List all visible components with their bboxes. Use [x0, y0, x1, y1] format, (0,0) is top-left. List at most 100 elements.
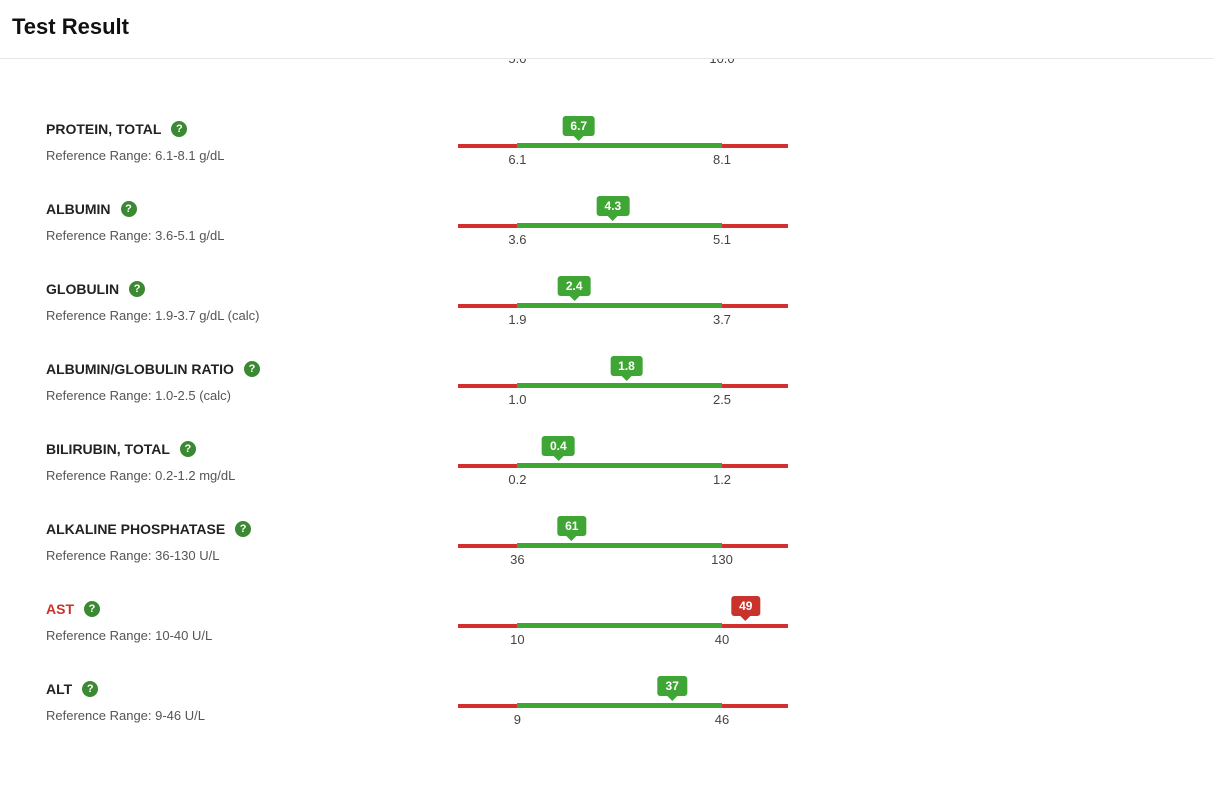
test-row: ALBUMIN/GLOBULIN RATIO ? Reference Range… — [46, 323, 1213, 403]
reference-range: Reference Range: 1.9-3.7 g/dL (calc) — [46, 308, 458, 323]
reference-range: Reference Range: 9-46 U/L — [46, 708, 458, 723]
results-list: 5.0 10.0 PROTEIN, TOTAL ? Reference Rang… — [0, 59, 1213, 723]
test-name: GLOBULIN ? — [46, 281, 145, 297]
test-name-text: ALKALINE PHOSPHATASE — [46, 521, 225, 537]
page-header: Test Result — [0, 0, 1213, 59]
test-name: ALKALINE PHOSPHATASE ? — [46, 521, 251, 537]
test-row: AST ? Reference Range: 10-40 U/L 49 10 4… — [46, 563, 1213, 643]
gauge-track: 2.4 1.9 3.7 — [458, 304, 788, 308]
value-bubble: 0.4 — [542, 436, 575, 456]
gauge-track: 49 10 40 — [458, 624, 788, 628]
help-icon[interactable]: ? — [129, 281, 145, 297]
help-icon[interactable]: ? — [82, 681, 98, 697]
test-label-col: ALKALINE PHOSPHATASE ? Reference Range: … — [46, 515, 458, 563]
test-name: ALBUMIN/GLOBULIN RATIO ? — [46, 361, 260, 377]
tick-high: 46 — [715, 712, 729, 727]
gauge-track: 0.4 0.2 1.2 — [458, 464, 788, 468]
gauge-marker: 1.8 — [610, 356, 643, 376]
reference-range: Reference Range: 3.6-5.1 g/dL — [46, 228, 458, 243]
tick-low: 6.1 — [508, 152, 526, 167]
test-row: ALKALINE PHOSPHATASE ? Reference Range: … — [46, 483, 1213, 563]
gauge: 4.3 3.6 5.1 — [458, 195, 798, 228]
gauge: 37 9 46 — [458, 675, 798, 708]
gauge-normal-zone — [517, 143, 722, 148]
tick-low: 1.0 — [508, 392, 526, 407]
test-label-col: BILIRUBIN, TOTAL ? Reference Range: 0.2-… — [46, 435, 458, 483]
gauge-marker: 6.7 — [562, 116, 595, 136]
gauge-track: 61 36 130 — [458, 544, 788, 548]
tick-high: 1.2 — [713, 472, 731, 487]
test-name: ALBUMIN ? — [46, 201, 137, 217]
test-name-text: ALBUMIN/GLOBULIN RATIO — [46, 361, 234, 377]
gauge-normal-zone — [517, 383, 722, 388]
tick-low: 9 — [514, 712, 521, 727]
page-title: Test Result — [12, 14, 1201, 40]
tick-low: 3.6 — [508, 232, 526, 247]
value-bubble: 1.8 — [610, 356, 643, 376]
help-icon[interactable]: ? — [171, 121, 187, 137]
gauge-marker: 2.4 — [558, 276, 591, 296]
tick-high: 5.1 — [713, 232, 731, 247]
tick-low: 36 — [510, 552, 524, 567]
test-label-col: AST ? Reference Range: 10-40 U/L — [46, 595, 458, 643]
gauge-normal-zone — [517, 703, 722, 708]
test-name-text: BILIRUBIN, TOTAL — [46, 441, 170, 457]
help-icon[interactable]: ? — [180, 441, 196, 457]
test-row: GLOBULIN ? Reference Range: 1.9-3.7 g/dL… — [46, 243, 1213, 323]
test-name-text: ALBUMIN — [46, 201, 111, 217]
tick-low: 0.2 — [508, 472, 526, 487]
value-bubble: 61 — [557, 516, 586, 536]
tick-low: 10 — [510, 632, 524, 647]
test-row: ALBUMIN ? Reference Range: 3.6-5.1 g/dL … — [46, 163, 1213, 243]
gauge: 0.4 0.2 1.2 — [458, 435, 798, 468]
gauge: 6.7 6.1 8.1 — [458, 115, 798, 148]
gauge-marker: 37 — [658, 676, 687, 696]
tick-high: 10.0 — [709, 59, 734, 66]
gauge-marker: 0.4 — [542, 436, 575, 456]
tick-high: 8.1 — [713, 152, 731, 167]
help-icon[interactable]: ? — [84, 601, 100, 617]
value-bubble: 4.3 — [597, 196, 630, 216]
reference-range: Reference Range: 1.0-2.5 (calc) — [46, 388, 458, 403]
gauge-marker: 61 — [557, 516, 586, 536]
test-name: AST ? — [46, 601, 100, 617]
gauge-normal-zone — [517, 623, 722, 628]
tick-low: 5.0 — [508, 59, 526, 66]
test-name: ALT ? — [46, 681, 98, 697]
tick-high: 2.5 — [713, 392, 731, 407]
gauge-track: 6.7 6.1 8.1 — [458, 144, 788, 148]
test-label-col: ALT ? Reference Range: 9-46 U/L — [46, 675, 458, 723]
gauge: 61 36 130 — [458, 515, 798, 548]
test-row: BILIRUBIN, TOTAL ? Reference Range: 0.2-… — [46, 403, 1213, 483]
test-name: BILIRUBIN, TOTAL ? — [46, 441, 196, 457]
help-icon[interactable]: ? — [244, 361, 260, 377]
test-row: ALT ? Reference Range: 9-46 U/L 37 9 46 — [46, 643, 1213, 723]
test-label-col: ALBUMIN ? Reference Range: 3.6-5.1 g/dL — [46, 195, 458, 243]
gauge-track: 1.8 1.0 2.5 — [458, 384, 788, 388]
test-name: PROTEIN, TOTAL ? — [46, 121, 187, 137]
gauge-track: 37 9 46 — [458, 704, 788, 708]
gauge-normal-zone — [517, 463, 722, 468]
gauge-marker: 4.3 — [597, 196, 630, 216]
reference-range: Reference Range: 10-40 U/L — [46, 628, 458, 643]
test-name-text: GLOBULIN — [46, 281, 119, 297]
help-icon[interactable]: ? — [235, 521, 251, 537]
partial-prev-row: 5.0 10.0 — [46, 59, 1213, 83]
reference-range: Reference Range: 36-130 U/L — [46, 548, 458, 563]
test-name-text: ALT — [46, 681, 72, 697]
tick-high: 3.7 — [713, 312, 731, 327]
tick-low: 1.9 — [508, 312, 526, 327]
test-name-text: AST — [46, 601, 74, 617]
test-label-col: ALBUMIN/GLOBULIN RATIO ? Reference Range… — [46, 355, 458, 403]
reference-range: Reference Range: 0.2-1.2 mg/dL — [46, 468, 458, 483]
gauge-normal-zone — [517, 543, 722, 548]
gauge-normal-zone — [517, 303, 722, 308]
test-name-text: PROTEIN, TOTAL — [46, 121, 161, 137]
reference-range: Reference Range: 6.1-8.1 g/dL — [46, 148, 458, 163]
test-label-col: PROTEIN, TOTAL ? Reference Range: 6.1-8.… — [46, 115, 458, 163]
gauge-normal-zone — [517, 223, 722, 228]
gauge-marker: 49 — [731, 596, 760, 616]
value-bubble: 2.4 — [558, 276, 591, 296]
value-bubble: 37 — [658, 676, 687, 696]
help-icon[interactable]: ? — [121, 201, 137, 217]
